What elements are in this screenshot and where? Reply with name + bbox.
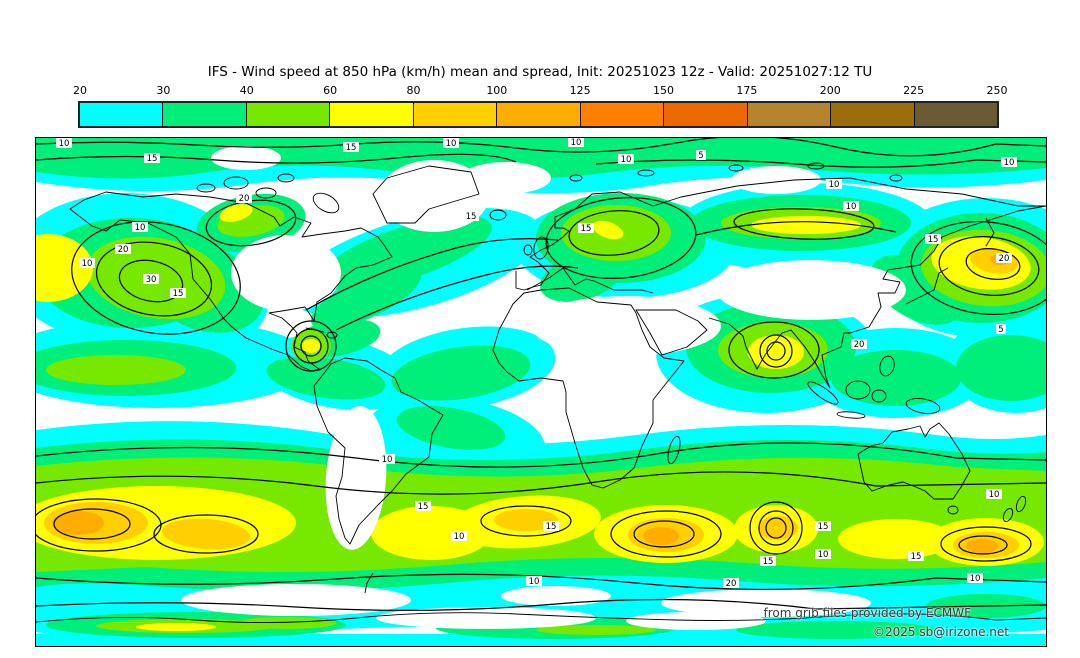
svg-text:10: 10 — [59, 139, 70, 149]
svg-text:10: 10 — [82, 259, 93, 269]
svg-text:15: 15 — [911, 552, 922, 562]
colorbar-tick-labels: 20 30 40 60 80 100 125 150 175 200 225 250 — [73, 84, 1008, 100]
svg-text:15: 15 — [928, 235, 939, 245]
svg-text:10: 10 — [1004, 158, 1015, 168]
svg-text:15: 15 — [466, 212, 477, 222]
svg-text:15: 15 — [173, 289, 184, 299]
svg-text:20: 20 — [726, 579, 737, 589]
svg-text:30: 30 — [146, 275, 157, 285]
colorbar-cell-175-200 — [746, 103, 831, 126]
svg-text:10: 10 — [970, 574, 981, 584]
svg-text:15: 15 — [763, 557, 774, 567]
low-wind-white-regions — [181, 146, 906, 630]
colorbar-tick-label: 175 — [736, 84, 758, 97]
svg-text:10: 10 — [818, 550, 829, 560]
svg-text:10: 10 — [989, 490, 1000, 500]
colorbar-cell-125-150 — [579, 103, 664, 126]
svg-text:10: 10 — [135, 223, 146, 233]
svg-text:10: 10 — [846, 202, 857, 212]
svg-text:15: 15 — [418, 502, 429, 512]
svg-text:15: 15 — [581, 224, 592, 234]
colorbar-cell-150-175 — [663, 103, 747, 126]
svg-text:5: 5 — [698, 151, 703, 161]
colorbar-cell-225-250 — [913, 103, 997, 126]
colorbar-tick-label: 60 — [323, 84, 338, 97]
contour-labels: 10 15 15 10 10 10 5 10 10 10 15 20 20 10 20 10 30 15 15 15 5… — [56, 138, 1017, 589]
colorbar-cell-80-100 — [412, 103, 497, 126]
svg-text:20: 20 — [239, 194, 250, 204]
svg-text:20: 20 — [854, 340, 865, 350]
colorbar-tick-label: 20 — [73, 84, 87, 97]
attribution-copyright: ©2025 sb@irizone.net — [873, 625, 1009, 639]
colorbar-tick-label: 125 — [569, 84, 591, 97]
map-panel: 10 15 15 10 10 10 5 10 10 10 15 20 20 10 20 10 30 15 15 15 5… — [35, 137, 1047, 647]
world-map: 10 15 15 10 10 10 5 10 10 10 15 20 20 10 20 10 30 15 15 15 5… — [36, 138, 1046, 646]
attribution-ecmwf: from grib files provided by ECMWF — [763, 606, 971, 620]
chart-title: IFS - Wind speed at 850 hPa (km/h) mean … — [207, 64, 873, 80]
svg-text:15: 15 — [147, 154, 158, 164]
svg-text:10: 10 — [571, 138, 582, 148]
wind-fill-layer-orange — [52, 254, 1008, 553]
svg-text:10: 10 — [446, 139, 457, 149]
svg-text:15: 15 — [546, 522, 557, 532]
colorbar-cell-60-80 — [329, 103, 413, 126]
svg-text:15: 15 — [346, 143, 357, 153]
svg-text:20: 20 — [999, 254, 1010, 264]
colorbar-tick-label: 225 — [903, 84, 925, 97]
colorbar-cell-30-40 — [162, 103, 246, 126]
svg-text:10: 10 — [529, 577, 540, 587]
colorbar-tick-label: 40 — [239, 84, 254, 97]
colorbar-tick-label: 80 — [406, 84, 421, 97]
svg-text:10: 10 — [454, 532, 465, 542]
colorbar-tick-label: 100 — [486, 84, 508, 97]
spread-contours — [36, 138, 1046, 611]
colorbar-tick-label: 200 — [819, 84, 841, 97]
colorbar-cell-200-225 — [830, 103, 914, 126]
colorbar-bar — [78, 101, 999, 128]
svg-text:10: 10 — [829, 180, 840, 190]
svg-text:15: 15 — [818, 522, 829, 532]
colorbar-tick-label: 250 — [986, 84, 1008, 97]
colorbar-tick-label: 150 — [653, 84, 675, 97]
svg-text:10: 10 — [382, 455, 393, 465]
colorbar-tick-label: 30 — [156, 84, 171, 97]
svg-text:20: 20 — [118, 245, 129, 255]
colorbar: 20 30 40 60 80 100 125 150 175 200 225 250 — [73, 84, 1008, 128]
colorbar-cell-20-30 — [80, 103, 163, 126]
svg-text:10: 10 — [621, 155, 632, 165]
colorbar-cell-40-60 — [245, 103, 330, 126]
svg-text:5: 5 — [998, 325, 1003, 335]
colorbar-cell-100-125 — [496, 103, 580, 126]
